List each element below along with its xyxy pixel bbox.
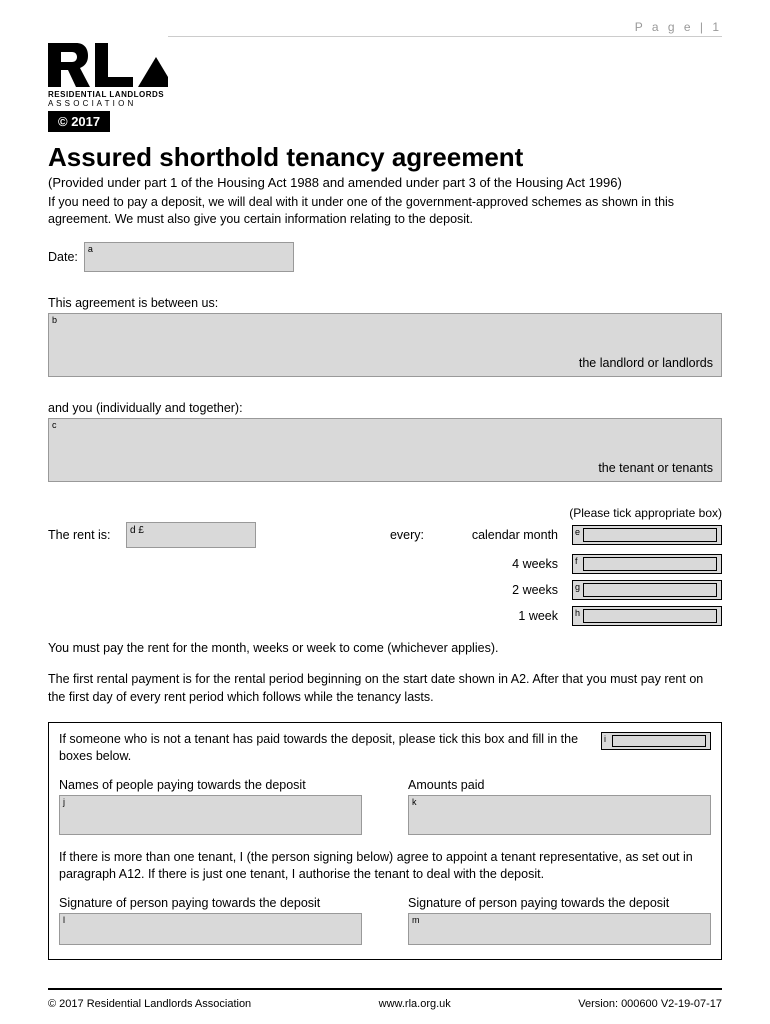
date-label: Date:: [48, 250, 78, 264]
field-letter-i: i: [604, 734, 606, 744]
date-field[interactable]: a: [84, 242, 294, 272]
rent-label: The rent is:: [48, 528, 126, 542]
intro-text: If you need to pay a deposit, we will de…: [48, 194, 722, 228]
footer-right: Version: 000600 V2-19-07-17: [578, 998, 722, 1010]
field-letter-b: b: [52, 315, 57, 325]
deposit-names-label: Names of people paying towards the depos…: [59, 778, 362, 792]
deposit-para: If there is more than one tenant, I (the…: [59, 849, 711, 884]
sig2-label: Signature of person paying towards the d…: [408, 896, 711, 910]
footer-rule: [48, 988, 722, 990]
field-letter-k: k: [412, 797, 417, 807]
year-badge: © 2017: [48, 111, 110, 132]
page-title: Assured shorthold tenancy agreement: [48, 142, 722, 173]
pay-para-1: You must pay the rent for the month, wee…: [48, 640, 722, 658]
sig1-label: Signature of person paying towards the d…: [59, 896, 362, 910]
deposit-amounts-label: Amounts paid: [408, 778, 711, 792]
date-row: Date: a: [48, 242, 722, 272]
tick-hint: (Please tick appropriate box): [48, 506, 722, 520]
tenant-field[interactable]: c the tenant or tenants: [48, 418, 722, 482]
sig2-field[interactable]: m: [408, 913, 711, 945]
every-label: every:: [256, 528, 452, 542]
footer-center: www.rla.org.uk: [379, 998, 451, 1010]
deposit-top-text: If someone who is not a tenant has paid …: [59, 731, 595, 764]
sig1-field[interactable]: l: [59, 913, 362, 945]
field-letter-m: m: [412, 915, 420, 925]
period-2-weeks: 2 weeks: [452, 583, 572, 597]
field-letter-j: j: [63, 797, 65, 807]
landlord-field[interactable]: b the landlord or landlords: [48, 313, 722, 377]
field-letter-h: h: [575, 608, 580, 618]
logo-block: RESIDENTIAL LANDLORDS A S S O C I A T I …: [48, 43, 722, 132]
org-line1: RESIDENTIAL LANDLORDS: [48, 90, 164, 99]
deposit-tick-box[interactable]: i: [601, 732, 711, 750]
period-1-week: 1 week: [452, 609, 572, 623]
field-letter-g: g: [575, 582, 580, 592]
rla-logo-icon: [48, 43, 722, 87]
field-letter-e: e: [575, 527, 580, 537]
period-calendar-month: calendar month: [452, 528, 572, 542]
field-letter-a: a: [88, 244, 93, 254]
deposit-amounts-field[interactable]: k: [408, 795, 711, 835]
field-letter-l: l: [63, 915, 65, 925]
page-number: P a g e | 1: [48, 20, 722, 34]
and-you-label: and you (individually and together):: [48, 401, 722, 415]
field-letter-c: c: [52, 420, 57, 430]
subtitle: (Provided under part 1 of the Housing Ac…: [48, 175, 722, 190]
tenant-caption: the tenant or tenants: [598, 461, 713, 475]
tick-4-weeks[interactable]: f: [572, 554, 722, 574]
deposit-names-field[interactable]: j: [59, 795, 362, 835]
deposit-box: If someone who is not a tenant has paid …: [48, 722, 722, 960]
footer-left: © 2017 Residential Landlords Association: [48, 998, 251, 1010]
pay-para-2: The first rental payment is for the rent…: [48, 671, 722, 706]
between-us-label: This agreement is between us:: [48, 296, 722, 310]
org-name: RESIDENTIAL LANDLORDS A S S O C I A T I …: [48, 90, 722, 108]
header-rule: [168, 36, 722, 37]
period-4-weeks: 4 weeks: [452, 557, 572, 571]
tick-2-weeks[interactable]: g: [572, 580, 722, 600]
tick-calendar-month[interactable]: e: [572, 525, 722, 545]
rent-amount-field[interactable]: d £: [126, 522, 256, 548]
field-letter-d: d £: [130, 525, 144, 536]
tick-1-week[interactable]: h: [572, 606, 722, 626]
field-letter-f: f: [575, 556, 578, 566]
landlord-caption: the landlord or landlords: [579, 356, 713, 370]
footer: © 2017 Residential Landlords Association…: [48, 998, 722, 1010]
org-line2: A S S O C I A T I O N: [48, 99, 134, 108]
